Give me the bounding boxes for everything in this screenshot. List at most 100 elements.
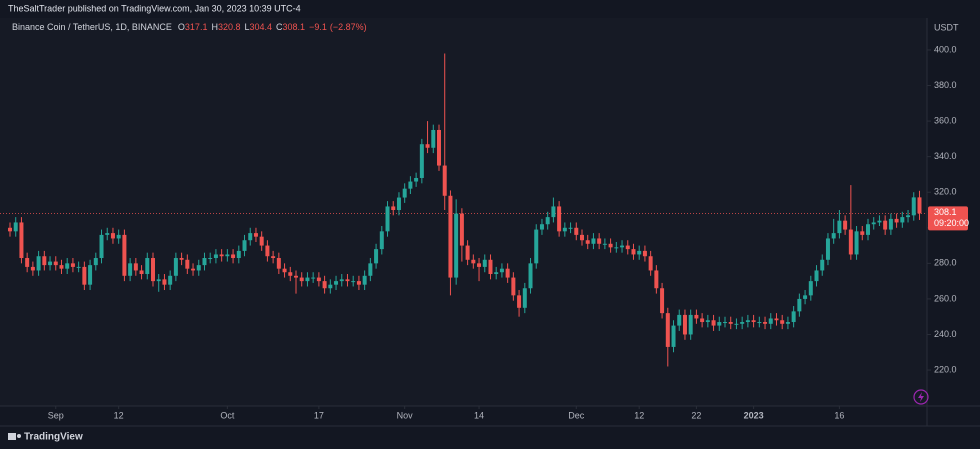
candle-body (791, 311, 796, 323)
x-tick-label: 2023 (744, 410, 764, 420)
candle-body (877, 220, 882, 223)
candle-body (42, 256, 47, 266)
candle-body (362, 275, 367, 285)
candle-body (545, 217, 550, 225)
candle-body (528, 263, 533, 289)
candle-body (648, 256, 653, 271)
candle-body (494, 272, 499, 275)
candle-body (408, 181, 413, 189)
candle-body (402, 188, 407, 198)
candle-body (442, 165, 447, 196)
candle-body (93, 258, 98, 266)
candle-body (437, 129, 441, 166)
candle-body (99, 234, 104, 259)
candle-body (30, 266, 35, 271)
candle-body (585, 240, 590, 244)
candle-body (871, 222, 876, 225)
candle-body (671, 325, 676, 347)
candle-body (843, 220, 848, 230)
candle-body (682, 314, 687, 335)
candle-body (465, 245, 470, 260)
legend-text: Binance Coin / TetherUS, 1D, BINANCE O317… (12, 22, 367, 32)
change: −9.1 (309, 22, 327, 32)
x-tick-label: 12 (634, 410, 644, 420)
candle-body (499, 268, 504, 273)
candle-body (602, 243, 607, 245)
candle-body (825, 238, 830, 260)
candle-body (620, 245, 625, 248)
candle-body (539, 224, 544, 230)
candle-body (734, 323, 739, 325)
candle-body (59, 265, 64, 269)
x-tick-label: Oct (220, 410, 235, 420)
candle-body (191, 268, 196, 271)
logo (8, 433, 16, 440)
candle-body (271, 256, 276, 259)
ohlc-label: C (276, 22, 283, 32)
candle-body (522, 288, 527, 308)
candle-body (162, 279, 167, 285)
candle-body (145, 258, 150, 275)
price-tag-value: 308.1 (934, 207, 957, 217)
candle-body (642, 250, 647, 257)
candle-body (282, 268, 287, 273)
candle-body (122, 234, 127, 276)
ohlc-value: 308.1 (283, 22, 306, 32)
candle-body (557, 206, 562, 232)
candle-body (625, 245, 630, 250)
candle-body (133, 263, 138, 271)
candle-body (368, 263, 373, 276)
candle-body (511, 277, 516, 296)
price-tag (928, 206, 968, 231)
chart-title: Binance Coin / TetherUS, 1D, BINANCE (12, 22, 172, 32)
candle-body (459, 213, 464, 246)
candle-body (82, 266, 87, 285)
candle-body (345, 279, 350, 282)
candle-body (242, 240, 247, 251)
candle-body (534, 229, 539, 264)
candle-body (751, 320, 756, 323)
candle-body (168, 275, 173, 285)
candle-body (116, 234, 121, 239)
candle-body (785, 322, 790, 324)
y-tick-label: 360.0 (934, 115, 957, 125)
x-tick-label: Dec (568, 410, 585, 420)
candle-body (780, 320, 785, 324)
candle-body (906, 215, 911, 218)
y-tick-label: 340.0 (934, 151, 957, 161)
candle-body (597, 238, 602, 244)
candle-body (8, 227, 12, 232)
candle-body (883, 220, 888, 230)
candle-body (128, 263, 133, 276)
x-tick-label: 22 (691, 410, 701, 420)
brand: TradingView (24, 432, 83, 443)
candle-body (25, 258, 30, 267)
candle-body (248, 233, 253, 241)
candle-body (860, 231, 865, 235)
candle-body (419, 144, 424, 178)
candle-body (236, 250, 241, 259)
candle-body (900, 217, 905, 223)
candle-body (448, 195, 453, 278)
x-tick-label: Nov (397, 410, 414, 420)
candle-body (808, 281, 813, 296)
candle-body (728, 322, 733, 324)
candle-body (723, 322, 727, 324)
candle-body (36, 256, 41, 271)
candle-body (225, 254, 230, 257)
candle-body (614, 247, 619, 249)
candle-body (711, 320, 716, 326)
ohlc-value: 320.8 (218, 22, 241, 32)
candle-body (866, 224, 870, 235)
candle-body (774, 318, 779, 321)
alert-icon[interactable] (913, 389, 929, 405)
candle-body (431, 129, 436, 148)
candle-body (253, 233, 258, 237)
x-tick-label: Sep (48, 410, 64, 420)
candle-body (213, 254, 218, 259)
candle-body (208, 258, 213, 260)
candle-body (688, 314, 693, 335)
candle-body (608, 243, 613, 248)
candle-body (562, 227, 567, 232)
